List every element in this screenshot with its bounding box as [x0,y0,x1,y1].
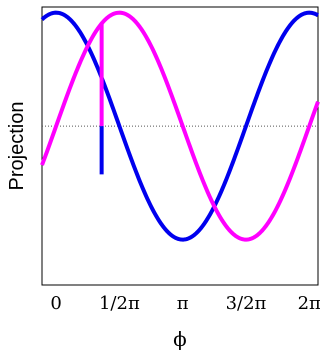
series-line-2 [40,10,320,242]
x-tick-label: 1/2π [99,293,140,314]
x-tick-label: 3/2π [226,293,267,314]
y-axis-label: Projection [6,102,28,191]
plot-frame [41,6,319,286]
x-tick-label: π [177,293,189,314]
x-tick-labels: 0 1/2π π 3/2π 2π [50,293,320,314]
x-axis-label: ϕ [173,327,187,351]
x-tick-label: 2π [298,293,320,314]
x-tick-label: 0 [50,293,61,314]
series-layer [40,10,320,242]
